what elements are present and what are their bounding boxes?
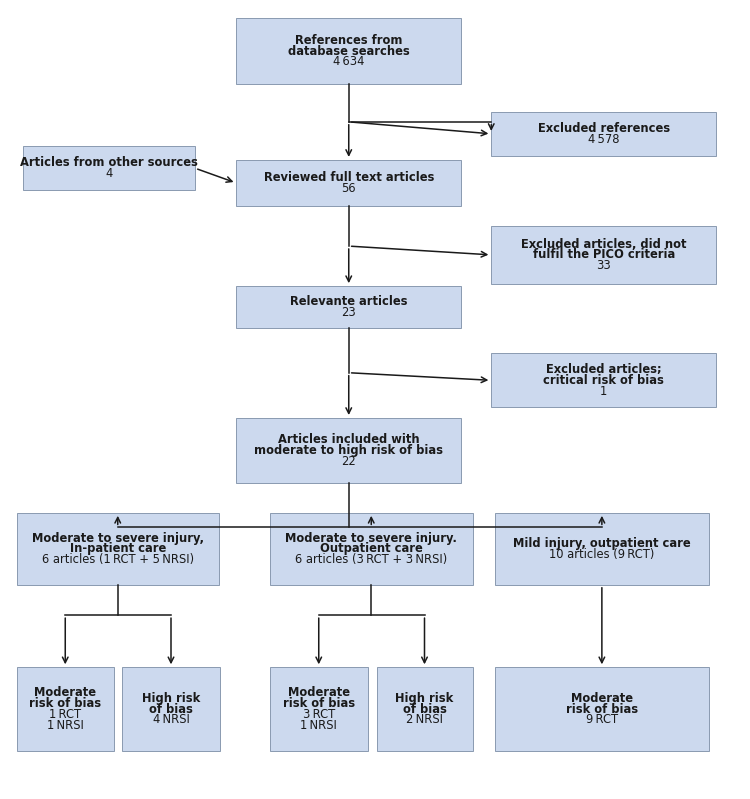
FancyBboxPatch shape [495,667,709,751]
Text: Excluded references: Excluded references [538,122,670,135]
FancyBboxPatch shape [270,513,472,585]
Text: 22: 22 [341,455,356,468]
Text: critical risk of bias: critical risk of bias [543,374,664,387]
Text: Moderate to severe injury,: Moderate to severe injury, [32,531,204,545]
FancyBboxPatch shape [491,353,716,407]
Text: 1 RCT: 1 RCT [50,708,81,721]
FancyBboxPatch shape [270,667,368,751]
Text: Moderate to severe injury.: Moderate to severe injury. [285,531,458,545]
Text: Mild injury, outpatient care: Mild injury, outpatient care [513,537,691,550]
Text: 1 NRSI: 1 NRSI [300,719,338,732]
Text: 2 NRSI: 2 NRSI [406,714,443,726]
FancyBboxPatch shape [22,146,195,190]
Text: Articles from other sources: Articles from other sources [20,157,198,169]
FancyBboxPatch shape [16,513,219,585]
Text: Excluded articles;: Excluded articles; [546,363,662,376]
Text: 4 578: 4 578 [588,133,620,145]
Text: Articles included with: Articles included with [278,433,419,447]
Text: Relevante articles: Relevante articles [290,295,407,308]
Text: fulfil the PICO criteria: fulfil the PICO criteria [532,248,675,261]
Text: References from: References from [295,34,403,47]
Text: 23: 23 [341,306,356,319]
Text: 33: 33 [596,259,611,272]
Text: Moderate: Moderate [34,686,96,699]
FancyBboxPatch shape [236,18,461,84]
Text: of bias: of bias [403,702,446,716]
Text: 10 articles (9 RCT): 10 articles (9 RCT) [549,548,655,561]
Text: database searches: database searches [288,45,410,58]
FancyBboxPatch shape [236,286,461,328]
FancyBboxPatch shape [491,112,716,156]
Text: 1: 1 [600,384,608,398]
Text: 4 634: 4 634 [333,55,364,69]
Text: risk of bias: risk of bias [283,698,355,710]
Text: High risk: High risk [142,692,200,705]
FancyBboxPatch shape [495,513,709,585]
Text: 6 articles (1 RCT + 5 NRSI): 6 articles (1 RCT + 5 NRSI) [42,553,194,566]
Text: Moderate: Moderate [288,686,350,699]
Text: In-patient care: In-patient care [70,543,166,555]
FancyBboxPatch shape [236,418,461,483]
Text: Excluded articles, did not: Excluded articles, did not [521,237,686,251]
FancyBboxPatch shape [16,667,114,751]
FancyBboxPatch shape [491,226,716,284]
Text: Reviewed full text articles: Reviewed full text articles [263,171,434,184]
Text: risk of bias: risk of bias [566,702,638,716]
Text: 56: 56 [341,182,356,195]
FancyBboxPatch shape [376,667,472,751]
Text: risk of bias: risk of bias [29,698,101,710]
Text: Outpatient care: Outpatient care [320,543,423,555]
Text: 6 articles (3 RCT + 3 NRSI): 6 articles (3 RCT + 3 NRSI) [295,553,447,566]
Text: Moderate: Moderate [571,692,633,705]
Text: 3 RCT: 3 RCT [302,708,334,721]
FancyBboxPatch shape [236,160,461,206]
Text: 4 NRSI: 4 NRSI [152,714,190,726]
FancyBboxPatch shape [122,667,220,751]
Text: 1 NRSI: 1 NRSI [46,719,84,732]
Text: moderate to high risk of bias: moderate to high risk of bias [254,444,443,457]
Text: High risk: High risk [395,692,454,705]
Text: 9 RCT: 9 RCT [586,714,618,726]
Text: 4: 4 [105,167,112,180]
Text: of bias: of bias [149,702,193,716]
